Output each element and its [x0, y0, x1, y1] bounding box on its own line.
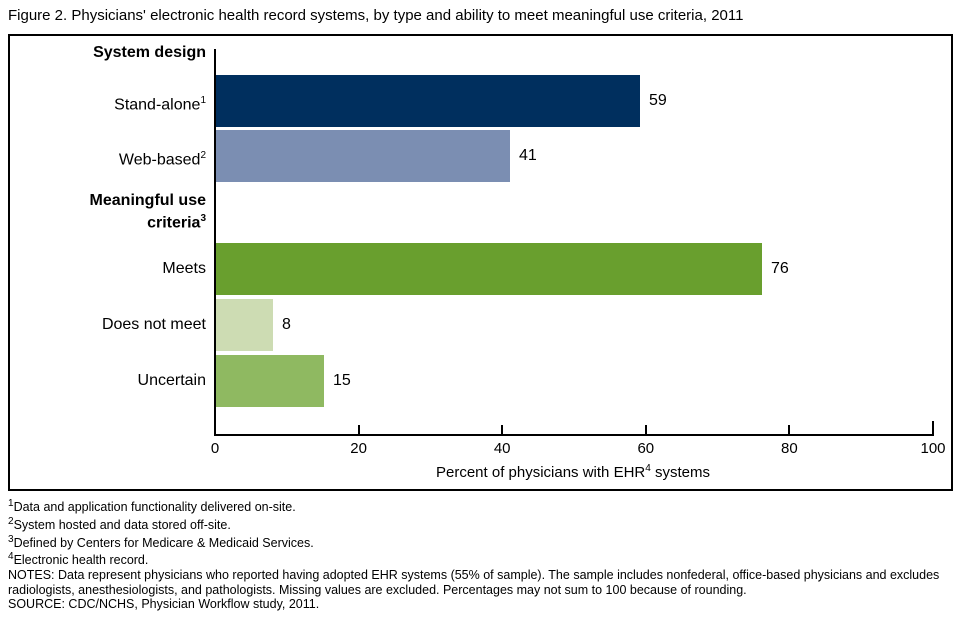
x-axis-tick-label: 20 [350, 440, 367, 457]
bar [216, 355, 324, 407]
bar [216, 299, 273, 351]
footnote-line: 4Electronic health record. [8, 551, 149, 568]
x-axis-tick-label: 100 [920, 440, 946, 457]
x-axis-tick-mark [501, 425, 504, 434]
footnote-line: 1Data and application functionality deli… [8, 498, 296, 515]
footnote-line: NOTES: Data represent physicians who rep… [8, 568, 940, 597]
bar-value-label: 41 [519, 147, 537, 164]
bar-category-label: Stand-alone1 [114, 95, 206, 114]
x-axis-tick-mark [357, 425, 360, 434]
bar [216, 130, 510, 182]
x-axis-tick-label: 80 [781, 440, 798, 457]
x-axis-tick-label: 40 [493, 440, 511, 457]
footnote-line: 3Defined by Centers for Medicare & Medic… [8, 533, 314, 550]
x-axis-tick-mark [214, 425, 216, 434]
y-axis-line [214, 49, 216, 436]
footnote-line: SOURCE: CDC/NCHS, Physician Workflow stu… [8, 597, 320, 612]
x-axis-tick-mark [932, 421, 934, 434]
bar-category-label: Uncertain [137, 372, 206, 389]
chart-plot-area: System design Stand-alone1 59 Web-based2 41 M… [8, 34, 953, 491]
x-axis-tick-mark [788, 425, 791, 434]
bar-value-label: 59 [649, 92, 667, 109]
group-header-label: System design [93, 44, 206, 61]
bar-value-label: 8 [282, 316, 291, 333]
footnote-line: 2System hosted and data stored off-site. [8, 515, 231, 532]
group-header-label: Meaningful use criteria3 [89, 192, 206, 232]
x-axis-line [214, 434, 934, 436]
bar-category-label: Meets [162, 260, 206, 277]
x-axis-tick-mark [644, 425, 647, 434]
x-axis-tick-label: 0 [210, 440, 220, 457]
bar [216, 75, 640, 127]
bar-category-label: Web-based2 [118, 150, 206, 169]
x-axis-tick-label: 60 [637, 440, 655, 457]
bar-value-label: 15 [333, 372, 351, 389]
figure-title: Figure 2. Physicians' electronic health … [8, 7, 744, 24]
x-axis-title: Percent of physicians with EHR4 systems [435, 463, 710, 481]
bar-category-label: Does not meet [101, 316, 206, 333]
footnotes: 1Data and application functionality deli… [8, 497, 954, 612]
bar [216, 243, 762, 295]
bar-value-label: 76 [771, 260, 789, 277]
